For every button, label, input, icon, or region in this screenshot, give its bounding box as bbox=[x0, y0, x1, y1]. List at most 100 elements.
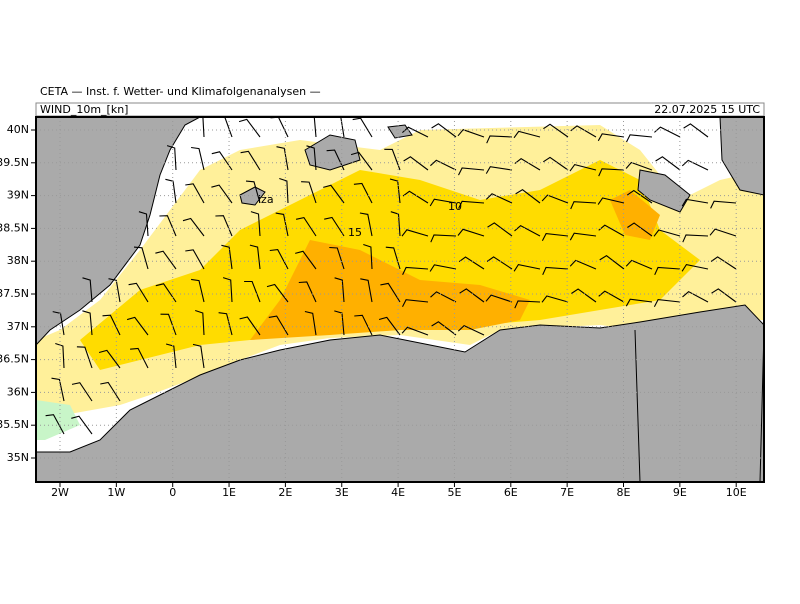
wind-barb bbox=[126, 316, 149, 336]
wind-barb bbox=[360, 278, 373, 303]
y-tick-label: 36.5N bbox=[0, 353, 29, 366]
y-tick-label: 38.5N bbox=[0, 221, 29, 234]
wind-barb bbox=[597, 133, 625, 142]
wind-barb bbox=[45, 414, 65, 435]
wind-barb bbox=[514, 225, 541, 237]
wind-barb bbox=[709, 228, 737, 237]
wind-barb bbox=[683, 123, 709, 138]
wind-barb bbox=[128, 282, 149, 303]
x-tick-label: 0 bbox=[169, 486, 176, 499]
wind-barb bbox=[569, 259, 597, 270]
wind-barb bbox=[542, 266, 569, 276]
wind-barb bbox=[185, 183, 205, 204]
wind-barb bbox=[390, 211, 401, 237]
wind-barb bbox=[306, 145, 317, 171]
wind-barb bbox=[430, 159, 457, 171]
wind-barb bbox=[711, 288, 737, 303]
y-tick-label: 39.5N bbox=[0, 156, 29, 169]
wind-barb bbox=[185, 249, 205, 270]
wind-barb bbox=[431, 123, 457, 138]
wind-barb bbox=[304, 310, 317, 336]
wind-barb bbox=[681, 159, 709, 171]
wind-barb bbox=[244, 280, 261, 303]
wind-barb bbox=[402, 190, 429, 204]
wind-barb bbox=[211, 151, 233, 171]
wind-barb bbox=[541, 295, 569, 303]
wind-barb bbox=[655, 156, 681, 171]
wind-barb bbox=[541, 233, 569, 241]
wind-barb bbox=[165, 343, 177, 369]
map-area: 10 15 iza bbox=[36, 117, 764, 482]
wind-barb bbox=[571, 288, 597, 303]
contour-label: 10 bbox=[448, 200, 462, 213]
wind-barb bbox=[513, 263, 541, 272]
wind-barb bbox=[486, 256, 513, 270]
wind-barb bbox=[569, 232, 597, 241]
wind-barb bbox=[625, 161, 653, 171]
wind-barb bbox=[599, 255, 625, 270]
wind-barb bbox=[485, 294, 513, 303]
wind-barb bbox=[352, 117, 373, 138]
wind-barb bbox=[102, 314, 121, 336]
wind-barb bbox=[240, 150, 261, 171]
y-tick-label: 36N bbox=[7, 385, 29, 398]
x-tick-label: 7E bbox=[560, 486, 574, 499]
wind-barb bbox=[295, 216, 317, 237]
wind-shade-strong bbox=[250, 240, 530, 340]
wind-barb bbox=[598, 290, 625, 303]
wind-barb bbox=[515, 189, 541, 204]
wind-barb bbox=[363, 243, 373, 270]
wind-barb bbox=[218, 312, 233, 336]
wind-barb bbox=[279, 177, 289, 204]
wind-barb bbox=[195, 309, 205, 336]
wind-barb bbox=[71, 382, 93, 402]
wind-barb bbox=[326, 149, 345, 171]
x-tick-label: 2E bbox=[278, 486, 292, 499]
wind-barb bbox=[457, 129, 485, 138]
wind-barb bbox=[485, 193, 513, 204]
x-tick-label: 5E bbox=[447, 486, 461, 499]
wind-barb bbox=[55, 342, 65, 369]
wind-barb bbox=[681, 198, 709, 207]
wind-barb bbox=[654, 126, 681, 138]
field-name: WIND_10m_[kn] bbox=[40, 103, 128, 116]
wind-barb bbox=[323, 184, 345, 204]
wind-barb bbox=[138, 211, 149, 237]
wind-barb bbox=[459, 288, 485, 303]
wind-barb bbox=[108, 278, 121, 303]
wind-barb bbox=[682, 234, 709, 243]
wind-barb bbox=[268, 315, 289, 336]
wind-barb bbox=[402, 126, 429, 138]
wind-shade-calm bbox=[36, 400, 80, 440]
wind-barb bbox=[458, 167, 485, 176]
wind-barb bbox=[625, 259, 653, 270]
wind-barb bbox=[238, 118, 261, 138]
wind-barb bbox=[570, 201, 597, 210]
wind-barb bbox=[569, 163, 597, 172]
wind-barb bbox=[710, 256, 737, 270]
wind-barb bbox=[430, 234, 457, 243]
wind-barb bbox=[543, 123, 569, 138]
x-tick-label: 2W bbox=[51, 486, 69, 499]
x-tick-label: 1E bbox=[222, 486, 236, 499]
wind-barb bbox=[681, 263, 709, 272]
wind-barb bbox=[166, 145, 177, 171]
wind-barb bbox=[458, 200, 485, 209]
wind-barb bbox=[380, 282, 401, 303]
wind-barb bbox=[192, 343, 205, 369]
wind-barb bbox=[182, 217, 205, 237]
y-tick-label: 38N bbox=[7, 254, 29, 267]
wind-barb bbox=[654, 266, 681, 276]
y-tick-label: 35N bbox=[7, 451, 29, 464]
wind-barb bbox=[353, 182, 373, 204]
wind-barb bbox=[570, 125, 597, 138]
wind-barb bbox=[513, 130, 541, 139]
wind-barb bbox=[266, 283, 289, 303]
wind-barb bbox=[155, 250, 177, 270]
wind-barb bbox=[429, 264, 457, 272]
wind-barb bbox=[486, 135, 513, 144]
wind-barb bbox=[211, 184, 233, 204]
wind-barb bbox=[403, 156, 429, 171]
x-tick-label: 4E bbox=[391, 486, 405, 499]
